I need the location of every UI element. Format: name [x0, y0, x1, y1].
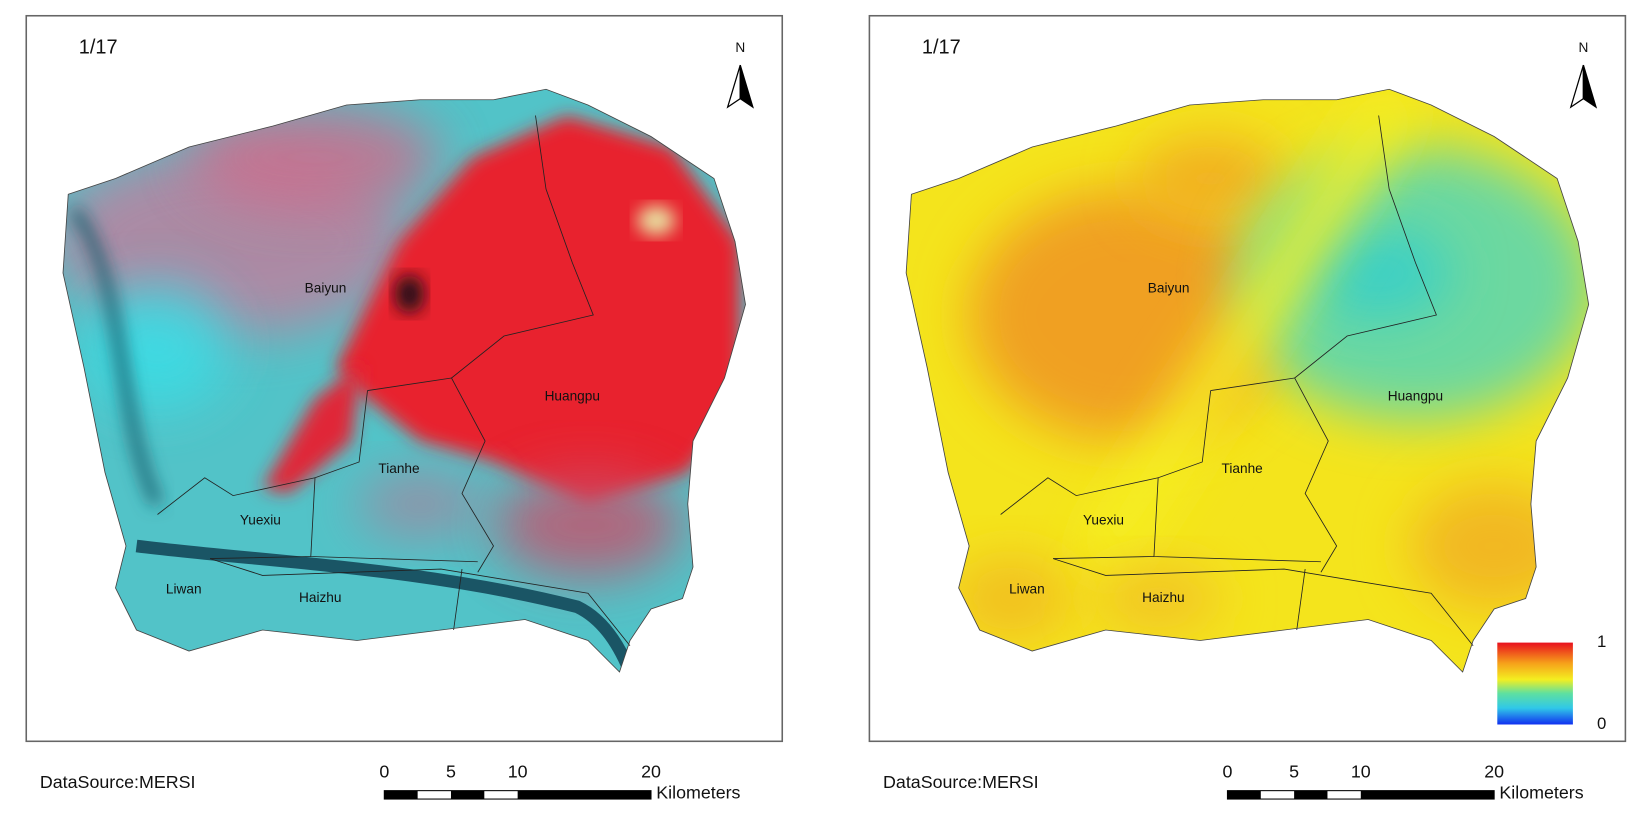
scale-tick-label: 0 — [379, 762, 389, 782]
district-label: Huangpu — [545, 389, 600, 404]
district-label: Baiyun — [305, 280, 347, 295]
north-arrow — [1570, 64, 1597, 108]
district-label: Yuexiu — [1083, 512, 1124, 527]
scale-tick-label: 20 — [641, 762, 661, 782]
scale-bar-segment — [384, 790, 418, 800]
scale-bar-segment — [450, 790, 485, 800]
scale-tick-label: 0 — [1222, 762, 1232, 782]
scale-bar-segment — [1227, 790, 1261, 800]
district-label: Baiyun — [1148, 280, 1190, 295]
scale-tick-label: 10 — [1351, 762, 1371, 782]
scale-bar-segment — [1294, 790, 1328, 800]
scale-bar-segment — [517, 790, 651, 800]
panel-frame — [868, 14, 1627, 743]
scale-tick-label: 5 — [1289, 762, 1299, 782]
legend-min-label: 0 — [1597, 714, 1606, 733]
north-arrow — [727, 64, 754, 108]
figure-content: 1/17 N Baiyun Huangpu Tianhe Yuexiu Liwan Haizh… — [25, 14, 1627, 803]
scale-tick-label: 20 — [1484, 762, 1504, 782]
district-label: Liwan — [166, 582, 202, 597]
scale-bar-segment — [1360, 790, 1495, 800]
district-label: Haizhu — [1142, 590, 1184, 605]
district-label: Huangpu — [1388, 389, 1443, 404]
legend-color-ramp — [1497, 642, 1573, 725]
scale-tick-label: 10 — [508, 762, 528, 782]
district-label: Yuexiu — [240, 512, 281, 527]
map-image — [42, 63, 777, 693]
map-panel: 1/17 N Baiyun Huangpu Tianhe Yuexiu Liwan Haizh… — [25, 14, 784, 803]
district-label: Tianhe — [378, 461, 419, 476]
district-label: Liwan — [1009, 582, 1045, 597]
panel-frame — [25, 14, 784, 743]
map-panel: 1/17 N Baiyun Huangpu Tianhe Yuexiu Liwan Haizh… — [868, 14, 1627, 803]
data-source: DataSource:MERSI — [40, 772, 196, 792]
data-source: DataSource:MERSI — [883, 772, 1039, 792]
scale-unit: Kilometers — [656, 783, 740, 803]
scale-tick-label: 5 — [446, 762, 456, 782]
north-label: N — [735, 40, 745, 55]
district-label: Haizhu — [299, 590, 341, 605]
date-label: 1/17 — [79, 37, 118, 59]
legend-max-label: 1 — [1597, 632, 1606, 651]
north-label: N — [1578, 40, 1588, 55]
district-label: Tianhe — [1222, 461, 1263, 476]
date-label: 1/17 — [922, 37, 961, 59]
map-image — [885, 63, 1620, 693]
scale-unit: Kilometers — [1499, 783, 1583, 803]
